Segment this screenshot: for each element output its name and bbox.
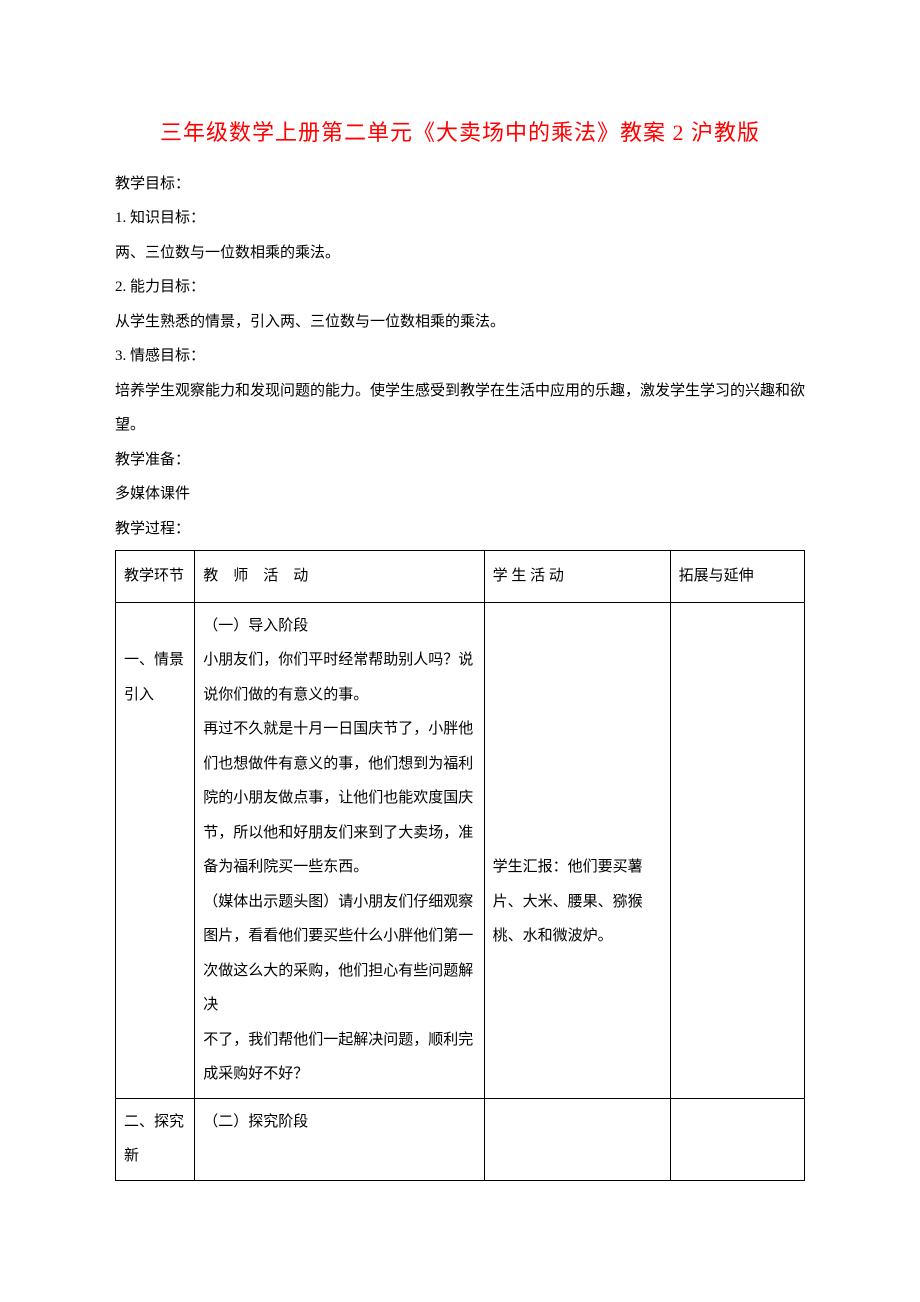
preparation-section: 教学准备： 多媒体课件 [115, 443, 805, 512]
objective-1-text: 两、三位数与一位数相乘的乘法。 [115, 236, 805, 271]
table-header-row: 教学环节 教 师 活 动 学 生 活 动 拓展与延伸 [116, 551, 805, 603]
table-cell-r2c4 [670, 1098, 804, 1180]
table-header-col2: 教 师 活 动 [195, 551, 484, 603]
table-header-col1: 教学环节 [116, 551, 195, 603]
table-cell-r1c1: 一、情景引入 [116, 602, 195, 1098]
objectives-heading: 教学目标： [115, 167, 805, 202]
table-cell-r2c1: 二、探究新 [116, 1098, 195, 1180]
objective-2-label: 2. 能力目标： [115, 270, 805, 305]
objective-1-label: 1. 知识目标： [115, 201, 805, 236]
table-cell-r1c1-text: 一、情景引入 [124, 652, 184, 703]
objective-3-label: 3. 情感目标： [115, 339, 805, 374]
document-page: 三年级数学上册第二单元《大卖场中的乘法》教案 2 沪教版 教学目标： 1. 知识… [0, 0, 920, 1241]
table-header-col3: 学 生 活 动 [484, 551, 670, 603]
table-cell-r1c2: （一）导入阶段 小朋友们，你们平时经常帮助别人吗？说说你们做的有意义的事。 再过… [195, 602, 484, 1098]
prep-heading: 教学准备： [115, 443, 805, 478]
table-row: 二、探究新 （二）探究阶段 [116, 1098, 805, 1180]
table-cell-r2c2: （二）探究阶段 [195, 1098, 484, 1180]
table-row: 一、情景引入 （一）导入阶段 小朋友们，你们平时经常帮助别人吗？说说你们做的有意… [116, 602, 805, 1098]
teaching-process-table: 教学环节 教 师 活 动 学 生 活 动 拓展与延伸 一、情景引入 （一）导入阶… [115, 550, 805, 1181]
table-cell-r1c3: 学生汇报：他们要买薯片、大米、腰果、猕猴桃、水和微波炉。 [484, 602, 670, 1098]
document-title: 三年级数学上册第二单元《大卖场中的乘法》教案 2 沪教版 [115, 115, 805, 147]
process-heading: 教学过程： [115, 512, 805, 547]
objective-2-text: 从学生熟悉的情景，引入两、三位数与一位数相乘的乘法。 [115, 305, 805, 340]
prep-text: 多媒体课件 [115, 477, 805, 512]
table-cell-r2c3 [484, 1098, 670, 1180]
objective-3-text: 培养学生观察能力和发现问题的能力。使学生感受到教学在生活中应用的乐趣，激发学生学… [115, 374, 805, 443]
table-header-col4: 拓展与延伸 [670, 551, 804, 603]
table-cell-r1c3-text: 学生汇报：他们要买薯片、大米、腰果、猕猴桃、水和微波炉。 [493, 859, 643, 944]
table-cell-r1c4 [670, 602, 804, 1098]
objectives-section: 教学目标： 1. 知识目标： 两、三位数与一位数相乘的乘法。 2. 能力目标： … [115, 167, 805, 443]
